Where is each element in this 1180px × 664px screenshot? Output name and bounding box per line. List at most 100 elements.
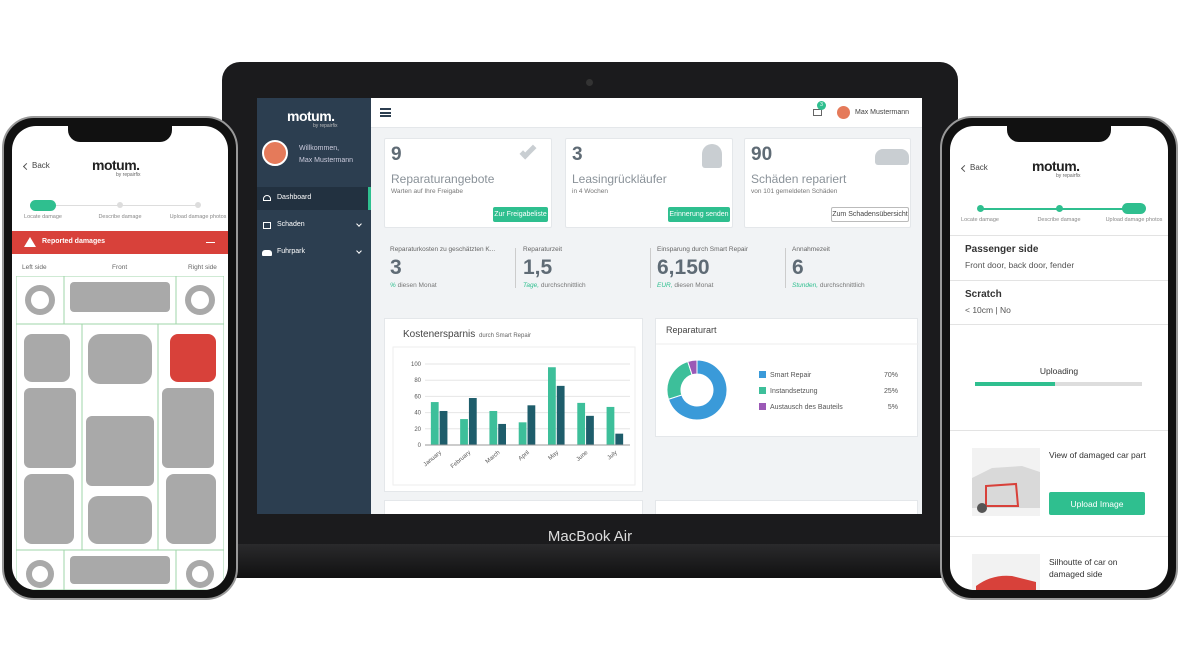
bar [460, 419, 468, 445]
y-tick-label: 80 [414, 378, 421, 384]
chart-title: Kostenersparnis [403, 329, 475, 340]
car-photo [972, 448, 1040, 516]
notch [1007, 126, 1111, 142]
back-link[interactable]: Back [32, 161, 50, 170]
upload-button[interactable]: Upload Image [1049, 492, 1145, 515]
divider [950, 280, 1168, 281]
card-subtitle: von 101 gemeldeten Schäden [751, 188, 838, 195]
step-dot [1056, 205, 1063, 212]
notch [68, 126, 172, 142]
donut-chart-panel: Reparaturart Smart Repair 70% Instandsetzun… [655, 318, 919, 437]
separator [785, 248, 786, 288]
bar [606, 406, 615, 445]
view-label: Left side [22, 264, 47, 271]
legend-swatch [759, 371, 766, 378]
divider [950, 430, 1168, 431]
nav-item[interactable]: Schaden [257, 216, 371, 236]
camera [586, 79, 593, 86]
x-tick-label: March [485, 450, 502, 465]
user-menu[interactable]: Max Mustermann [855, 109, 910, 116]
nav-icon [263, 195, 271, 201]
nav-label: Fuhrpark [277, 248, 306, 255]
logo-sub: by repairfix [313, 123, 338, 129]
nav-item[interactable]: Fuhrpark [257, 243, 371, 263]
step-dot [117, 202, 123, 208]
donut-chart: Reparaturart Smart Repair 70% Instandsetzun… [656, 325, 919, 421]
stat-unit: Tage, durchschnittlich [523, 282, 586, 289]
nav-icon [263, 222, 271, 229]
car-icon [875, 149, 909, 165]
plot-frame [392, 346, 636, 486]
nav-label: Schaden [277, 221, 305, 228]
separator [515, 248, 516, 288]
card-subtitle: in 4 Wochen [572, 188, 609, 195]
period: diesen Monat [674, 282, 714, 289]
y-tick-label: 20 [414, 427, 421, 433]
card-title: Reparaturangebote [391, 172, 495, 186]
button[interactable]: Erinnerung senden [668, 207, 730, 222]
back-icon [22, 162, 31, 171]
back-icon [960, 164, 969, 173]
unit: Tage, [523, 282, 540, 289]
user-name: Max Mustermann [299, 157, 354, 164]
period: durchschnittlich [540, 282, 586, 289]
logo: motum. [1032, 158, 1080, 174]
nav-item-active[interactable]: Dashboard [257, 187, 371, 210]
step-label: Describe damage [98, 214, 142, 220]
banner-label: Reported damages [42, 238, 106, 245]
x-tick-label: April [518, 450, 531, 462]
topbar: 3 Max Mustermann [371, 98, 922, 128]
card-title: Leasingrückläufer [572, 172, 667, 186]
progress-fill [975, 382, 1055, 386]
x-tick-label: January [423, 450, 443, 468]
back-link[interactable]: Back [970, 163, 988, 172]
panel [384, 500, 643, 514]
unit: % [390, 282, 396, 289]
logo: motum. [92, 157, 140, 173]
step-dot [195, 202, 201, 208]
mail-icon[interactable] [813, 109, 822, 116]
legend-value: 25% [884, 388, 898, 395]
avatar [262, 140, 288, 166]
separator [650, 248, 651, 288]
legend-label: Instandsetzung [770, 388, 818, 395]
photo-label: Silhoutte of car on damaged side [1049, 557, 1118, 579]
legend-label: Smart Repair [770, 372, 812, 379]
y-tick-label: 40 [414, 411, 421, 417]
button[interactable]: Zum Schadensübersicht [831, 207, 909, 222]
button[interactable]: Zur Freigabeliste [493, 207, 548, 222]
stat-value: 1,5 [523, 256, 553, 279]
reported-damages-banner[interactable]: Reported damages [12, 231, 228, 254]
stat-label: Reparaturkosten zu geschätzten K... [390, 246, 496, 253]
panel [655, 500, 918, 514]
legend-swatch [759, 403, 766, 410]
step-active [1122, 203, 1146, 214]
stat-label: Einsparung durch Smart Repair [657, 246, 749, 253]
stat-value: 6,150 [657, 256, 710, 279]
divider [950, 536, 1168, 537]
damage-detail: < 10cm | No [965, 305, 1011, 315]
step-label: Locate damage [961, 217, 999, 223]
divider [950, 235, 1168, 236]
x-tick-label: February [450, 450, 472, 470]
bar [430, 402, 439, 445]
bar [439, 410, 448, 445]
bell-icon [702, 144, 722, 168]
damage-title: Scratch [965, 289, 1002, 300]
bar [586, 415, 594, 445]
step-label: Describe damage [1037, 217, 1081, 223]
chart-title: Reparaturart [666, 325, 717, 335]
period: durchschnittlich [819, 282, 865, 289]
x-tick-label: May [548, 450, 561, 462]
logo-sub: by repairfix [1056, 173, 1081, 179]
warning-icon [24, 237, 36, 247]
legend-label: Austausch des Bauteils [770, 404, 843, 411]
card-value: 90 [751, 144, 773, 165]
step-label: Upload damage photos [169, 214, 227, 220]
menu-button[interactable] [380, 108, 391, 117]
arrow-icon [206, 242, 215, 243]
phone-screen: Back motum. by repairfix Locate damage D… [12, 126, 228, 590]
stat-unit: EUR, diesen Monat [657, 282, 713, 289]
check-icon [519, 142, 537, 160]
